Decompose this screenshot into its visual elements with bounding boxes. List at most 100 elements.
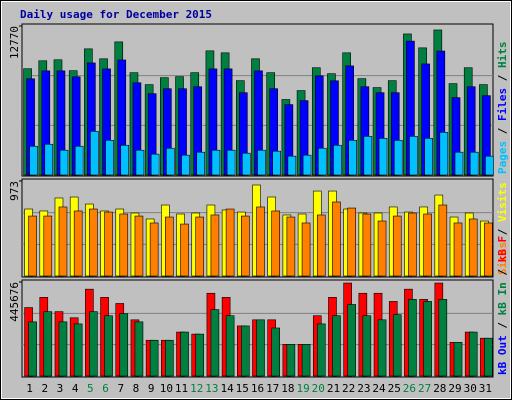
bar xyxy=(180,331,189,377)
bar xyxy=(89,208,98,277)
bar xyxy=(180,223,189,277)
x-tick-label: 7 xyxy=(117,382,124,395)
legend-entry: Pages xyxy=(496,141,509,174)
bar xyxy=(225,315,235,377)
x-tick-label: 8 xyxy=(133,382,140,395)
bar xyxy=(301,344,311,377)
bar xyxy=(73,210,83,277)
bar xyxy=(347,207,356,277)
x-tick-label: 5 xyxy=(87,382,94,395)
x-tick-label: 12 xyxy=(190,382,203,395)
bar xyxy=(301,222,311,277)
bar xyxy=(58,321,68,377)
bar xyxy=(286,216,296,277)
bar xyxy=(256,206,265,277)
bar xyxy=(378,138,388,176)
bar xyxy=(90,131,99,176)
bar xyxy=(469,151,479,176)
x-tick-label: 1 xyxy=(26,382,33,395)
x-tick-label: 27 xyxy=(418,382,431,395)
bar xyxy=(454,151,464,176)
y-tick-label: 12770 xyxy=(8,26,21,59)
bar xyxy=(439,132,449,176)
bar xyxy=(423,213,432,277)
bar xyxy=(59,149,69,176)
bar xyxy=(120,144,130,176)
chart-title: Daily usage for December 2015 xyxy=(20,8,212,21)
bar xyxy=(393,139,403,176)
bar xyxy=(105,139,114,176)
x-tick-label: 20 xyxy=(312,382,325,395)
legend-separator: / xyxy=(496,68,509,88)
x-tick-label: 30 xyxy=(464,382,477,395)
legend-separator: / xyxy=(496,222,509,242)
bar xyxy=(438,204,448,277)
bar xyxy=(241,325,250,377)
x-tick-label: 21 xyxy=(327,382,340,395)
bar xyxy=(408,299,417,377)
bar xyxy=(149,339,159,377)
bar xyxy=(119,313,129,377)
y-tick-label: 973 xyxy=(8,181,21,201)
legend: Pages / Files / Hits xyxy=(496,42,509,175)
bar xyxy=(134,321,144,377)
bar xyxy=(392,215,402,277)
bar xyxy=(423,301,432,377)
bar xyxy=(363,136,373,176)
legend-separator: / xyxy=(496,315,509,335)
legend-entry: Hits xyxy=(496,42,509,69)
x-tick-label: 11 xyxy=(175,382,188,395)
bar xyxy=(316,323,326,377)
x-tick-label: 19 xyxy=(296,382,309,395)
bar xyxy=(332,315,341,377)
bar xyxy=(225,208,235,277)
bar xyxy=(484,222,493,277)
legend-separator: / xyxy=(496,121,509,141)
bar xyxy=(484,337,493,377)
bar xyxy=(58,206,68,277)
bar xyxy=(271,210,280,277)
y-tick-label: 445676 xyxy=(8,282,21,322)
x-tick-label: 22 xyxy=(342,382,355,395)
x-tick-label: 10 xyxy=(160,382,173,395)
bar xyxy=(104,211,113,277)
x-tick-label: 6 xyxy=(102,382,109,395)
x-tick-label: 26 xyxy=(403,382,416,395)
x-tick-label: 18 xyxy=(281,382,294,395)
bar xyxy=(362,315,372,377)
x-tick-label: 2 xyxy=(41,382,48,395)
bar xyxy=(165,339,174,377)
bar xyxy=(453,341,463,377)
bar xyxy=(43,215,53,277)
bar xyxy=(134,215,144,277)
bar xyxy=(256,319,265,377)
bar xyxy=(149,222,159,277)
bar xyxy=(166,147,175,176)
x-tick-label: 24 xyxy=(372,382,386,395)
bar xyxy=(348,139,357,176)
bar xyxy=(195,216,205,277)
x-tick-label: 13 xyxy=(205,382,218,395)
x-tick-label: 3 xyxy=(57,382,64,395)
legend-entry: kB In xyxy=(496,282,509,315)
bar xyxy=(150,153,160,176)
bar xyxy=(196,151,206,176)
bar xyxy=(211,149,221,176)
x-tick-label: 4 xyxy=(72,382,79,395)
bar xyxy=(424,138,433,176)
bar xyxy=(195,333,205,377)
x-tick-label: 29 xyxy=(448,382,461,395)
bar xyxy=(317,147,327,176)
bar xyxy=(43,311,53,377)
bar xyxy=(241,215,250,277)
legend-separator: / xyxy=(496,262,509,282)
bar xyxy=(468,218,478,277)
legend-entry: kB F xyxy=(496,236,509,263)
x-tick-label: 25 xyxy=(388,382,401,395)
bar xyxy=(377,220,387,277)
legend-entry: Files xyxy=(496,88,509,121)
bar xyxy=(333,144,342,176)
bar xyxy=(362,213,372,277)
bar xyxy=(377,319,387,377)
